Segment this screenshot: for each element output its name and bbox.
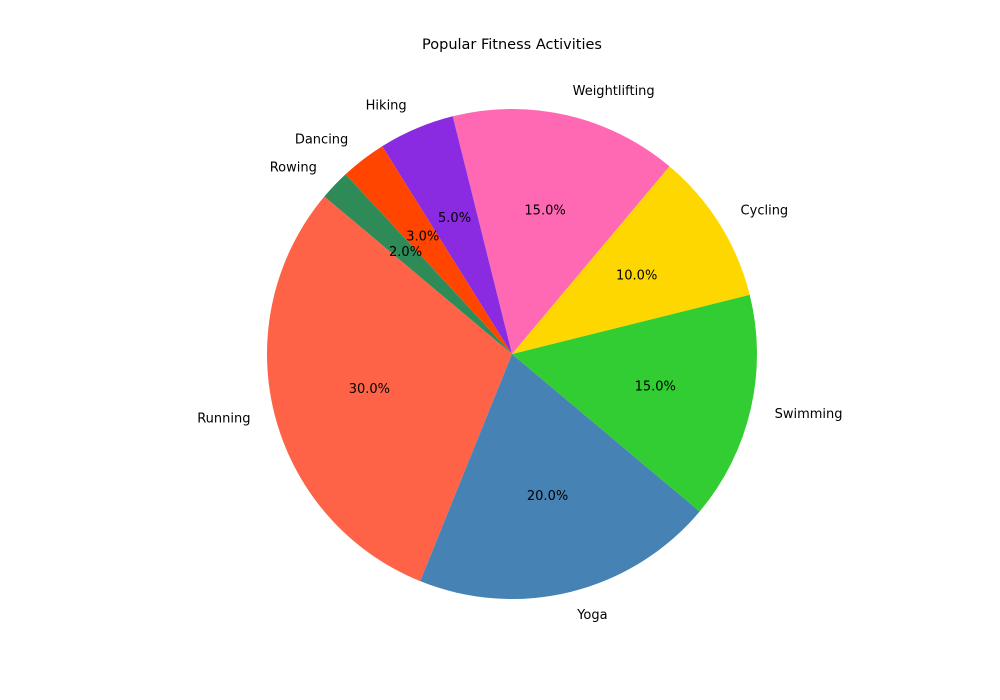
slice-label-yoga: Yoga — [576, 608, 607, 623]
pie-slice-running — [267, 196, 512, 582]
pct-label-weightlifting: 15.0% — [524, 203, 565, 218]
pct-label-cycling: 10.0% — [616, 269, 657, 284]
pie-labels: Running 30.0% Yoga 20.0% Swimming 15.0% Cyclin… — [197, 84, 842, 623]
chart-title: Popular Fitness Activities — [422, 37, 602, 53]
pie-slices — [267, 109, 757, 599]
pie-slice-yoga — [420, 354, 700, 599]
pie-slice-dancing — [345, 146, 512, 354]
pie-slice-cycling — [512, 166, 750, 354]
slice-label-rowing: Rowing — [270, 161, 317, 176]
pie-slice-swimming — [512, 294, 757, 512]
slice-label-cycling: Cycling — [741, 204, 789, 219]
slice-label-swimming: Swimming — [775, 407, 843, 422]
pie-slice-hiking — [382, 116, 512, 354]
slice-label-running: Running — [197, 412, 250, 427]
pct-label-yoga: 20.0% — [527, 489, 568, 504]
pct-label-swimming: 15.0% — [635, 380, 676, 395]
pie-slice-weightlifting — [452, 109, 670, 354]
slice-label-weightlifting: Weightlifting — [573, 84, 655, 99]
pie-slice-rowing — [324, 174, 512, 354]
pct-label-rowing: 2.0% — [389, 245, 422, 260]
slice-label-hiking: Hiking — [366, 98, 407, 113]
pct-label-dancing: 3.0% — [406, 230, 439, 245]
pct-label-hiking: 5.0% — [438, 211, 471, 226]
pct-label-running: 30.0% — [349, 382, 390, 397]
slice-label-dancing: Dancing — [295, 132, 348, 147]
